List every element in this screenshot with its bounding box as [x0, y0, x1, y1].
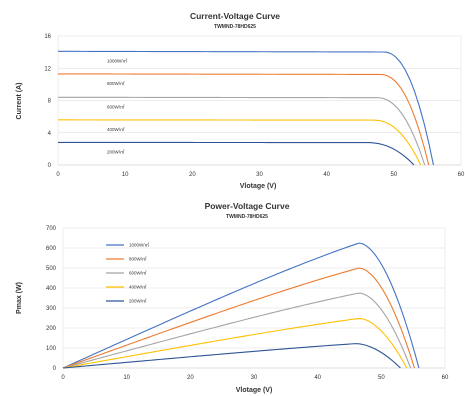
- pv-tick-labels: 0 100 200 300 400 500 600 700 0 10 20 30 40 50 60: [46, 226, 449, 381]
- iv-legend-label: 600W/㎡: [107, 103, 125, 109]
- iv-x-tick-label: 60: [458, 172, 465, 178]
- iv-x-tick-label: 40: [323, 172, 330, 178]
- iv-tick-labels: 0 4 8 12 16 0 10 20 30 40 50 60: [44, 34, 465, 178]
- pv-x-tick-label: 60: [442, 375, 449, 381]
- pv-y-tick-label: 0: [53, 366, 57, 372]
- iv-y-tick-label: 12: [44, 66, 51, 72]
- pv-legend-label: 400W/㎡: [129, 284, 147, 290]
- iv-x-axis-label: Vlotage (V): [240, 183, 277, 190]
- pv-legend-label: 600W/㎡: [129, 270, 147, 276]
- iv-x-tick-label: 0: [56, 172, 60, 178]
- pv-x-tick-label: 30: [251, 375, 258, 381]
- iv-x-tick-label: 50: [390, 172, 397, 178]
- pv-legend-label: 1000W/㎡: [129, 242, 150, 248]
- pv-y-tick-label: 500: [46, 266, 57, 272]
- iv-y-tick-label: 16: [44, 34, 51, 40]
- iv-y-tick-label: 4: [48, 131, 52, 137]
- pv-y-tick-label: 600: [46, 246, 57, 252]
- iv-x-tick-label: 30: [256, 172, 263, 178]
- iv-y-axis-label: Current (A): [16, 83, 23, 120]
- iv-series-line: [57, 96, 426, 166]
- iv-series-line: [57, 50, 434, 166]
- pv-y-tick-label: 700: [46, 226, 57, 232]
- pv-x-tick-label: 10: [123, 375, 130, 381]
- pv-y-tick-label: 100: [46, 346, 57, 352]
- iv-gridlines: [57, 35, 462, 166]
- iv-chart: Current-Voltage Curve TWMND-78HD625 0 4 8 1…: [16, 11, 465, 190]
- pv-x-tick-label: 0: [61, 375, 65, 381]
- iv-chart-title: Current-Voltage Curve: [190, 11, 280, 21]
- iv-legend-label: 1000W/㎡: [107, 57, 128, 63]
- iv-legend: 1000W/㎡ 800W/㎡ 600W/㎡ 400W/㎡ 200W/㎡: [107, 57, 128, 154]
- iv-legend-label: 200W/㎡: [107, 148, 125, 154]
- pv-y-tick-label: 400: [46, 286, 57, 292]
- iv-x-tick-label: 20: [189, 172, 196, 178]
- pv-series-line: [62, 317, 408, 369]
- iv-y-tick-label: 8: [48, 99, 52, 105]
- iv-legend-label: 400W/㎡: [107, 126, 125, 132]
- iv-series-line: [58, 119, 422, 166]
- pv-series-line: [62, 292, 412, 369]
- pv-x-tick-label: 20: [187, 375, 194, 381]
- pv-legend-label: 800W/㎡: [129, 256, 147, 262]
- iv-chart-subtitle: TWMND-78HD625: [214, 24, 256, 30]
- iv-legend-label: 800W/㎡: [107, 80, 125, 86]
- pv-series-line: [62, 343, 401, 369]
- pv-legend: 1000W/㎡ 800W/㎡ 600W/㎡ 400W/㎡ 200W/㎡: [106, 242, 150, 304]
- iv-series-line: [58, 141, 415, 166]
- pv-chart: Power-Voltage Curve TWMND-78HD625 010020…: [16, 201, 449, 394]
- pv-series-line: [62, 267, 415, 369]
- pv-series-lines: [62, 242, 420, 369]
- pv-y-axis-label: Pmax (W): [16, 282, 23, 314]
- iv-series-line: [57, 73, 430, 166]
- pv-x-axis-label: Vlotage (V): [236, 387, 273, 394]
- iv-series-lines: [57, 50, 434, 166]
- iv-y-tick-label: 0: [48, 163, 52, 169]
- pv-gridlines: [62, 227, 446, 369]
- pv-series-line: [62, 242, 420, 369]
- pv-chart-subtitle: TWMND-78HD625: [226, 214, 268, 220]
- iv-x-tick-label: 10: [122, 172, 129, 178]
- pv-x-tick-label: 50: [378, 375, 385, 381]
- pv-legend-label: 200W/㎡: [129, 298, 147, 304]
- pv-y-tick-label: 200: [46, 326, 57, 332]
- pv-y-tick-label: 300: [46, 306, 57, 312]
- pv-chart-title: Power-Voltage Curve: [205, 201, 290, 211]
- pv-x-tick-label: 40: [314, 375, 321, 381]
